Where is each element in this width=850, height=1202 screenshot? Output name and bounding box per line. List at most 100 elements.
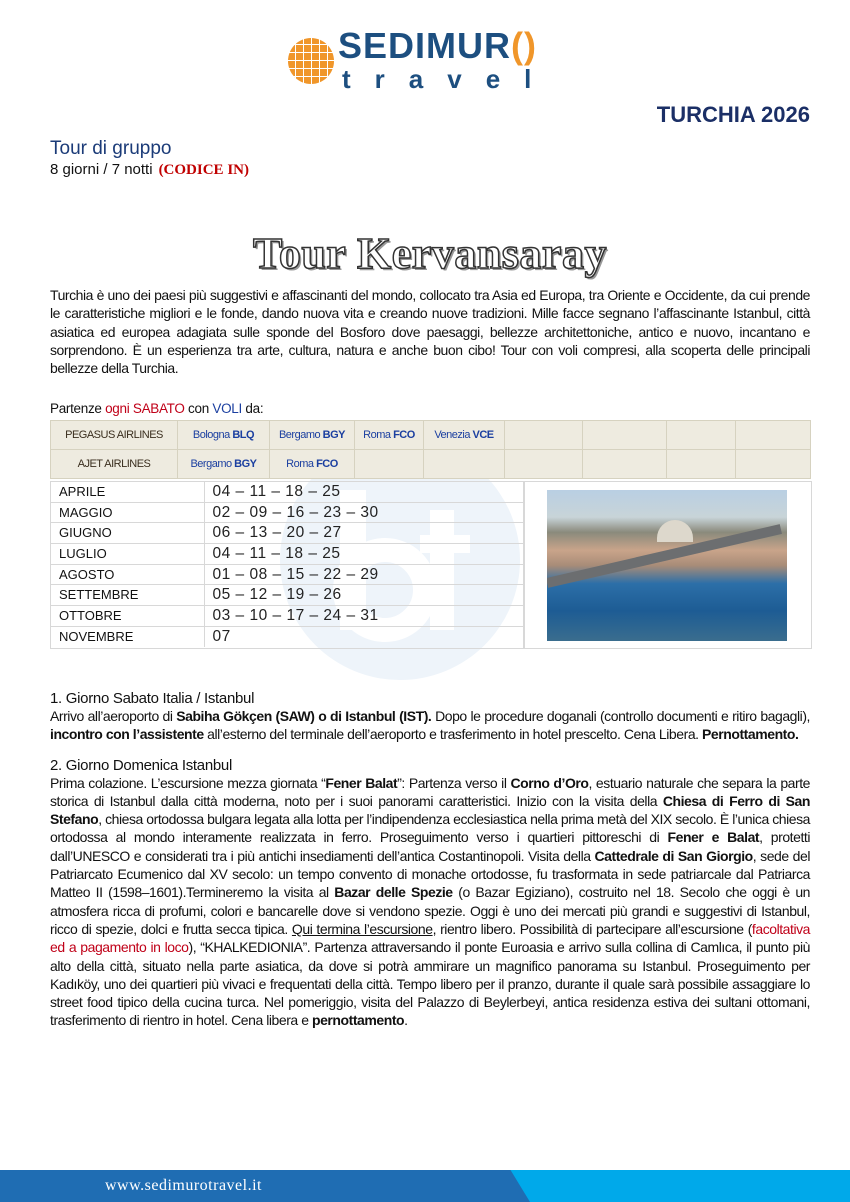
itinerary: 1. Giorno Sabato Italia / Istanbul Arriv…: [50, 690, 810, 1030]
day-description: Arrivo all’aeroporto di Sabiha Gökçen (S…: [50, 707, 810, 744]
airport-cell: Roma FCO: [269, 449, 355, 479]
airport-city: Roma: [286, 458, 317, 470]
airport-cell: Bologna BLQ: [177, 420, 270, 450]
text: , rientro libero. Possibilità di parteci…: [432, 920, 753, 937]
text: (o Bazar Egiziano), costruito nel 18. Se…: [50, 884, 810, 937]
text: , chiesa ortodossa bulgara legata alla l…: [50, 811, 810, 846]
month-name: AGOSTO: [51, 564, 204, 586]
day-1: 1. Giorno Sabato Italia / Istanbul Arriv…: [50, 690, 810, 744]
logo-name: SEDIMUR: [338, 25, 512, 66]
bold-text: Cattedrale di San Giorgio: [594, 847, 754, 864]
month-row: AGOSTO 01 – 08 – 15 – 22 – 29: [51, 564, 523, 586]
text: Dopo le procedure doganali (controllo do…: [431, 708, 810, 724]
month-name: GIUGNO: [51, 522, 204, 545]
text: , estuario naturale che separa la parte …: [50, 774, 810, 809]
empty-cell: [666, 449, 736, 479]
text: all’esterno del terminale dell’aeroporto…: [203, 726, 703, 743]
airport-city: Bologna: [192, 429, 233, 441]
airport-code: VCE: [472, 429, 495, 441]
empty-cell: [354, 449, 424, 479]
airport-code: BLQ: [232, 429, 255, 441]
mosque-shape: [657, 520, 693, 542]
month-dates: 03 – 10 – 17 – 24 – 31: [203, 605, 523, 627]
text: Prima colazione. L’escursione mezza gior…: [50, 774, 326, 791]
dep-text: Partenze: [50, 401, 106, 416]
duration: 8 giorni / 7 notti (CODICE IN): [50, 161, 249, 179]
airport-code: FCO: [393, 429, 415, 441]
month-row: SETTEMBRE 05 – 12 – 19 – 26: [51, 584, 523, 607]
airline-name: AJET AIRLINES: [50, 449, 178, 479]
dep-text: con: [184, 401, 213, 416]
bold-text: Pernottamento.: [702, 726, 799, 743]
airport-cell: Bergamo BGY: [269, 420, 355, 450]
underlined-text: Qui termina l’escursione: [291, 920, 433, 937]
country-year: TURCHIA 2026: [656, 102, 810, 127]
text: , sede del Patriarcato Ecumenico dal XV …: [50, 847, 810, 901]
empty-cell: [504, 449, 583, 479]
departure-dates-table: APRILE 04 – 11 – 18 – 25 MAGGIO 02 – 09 – 1…: [50, 481, 524, 649]
logo-accent: (): [511, 25, 537, 66]
airport-cell: Bergamo BGY: [177, 449, 270, 479]
bold-text: Chiesa di Ferro di San Stefano: [50, 792, 810, 828]
month-dates: 07: [203, 626, 523, 647]
airport-cell: Roma FCO: [354, 420, 424, 450]
month-row: LUGLIO 04 – 11 – 18 – 25: [51, 543, 523, 565]
month-row: OTTOBRE 03 – 10 – 17 – 24 – 31: [51, 605, 523, 627]
month-name: LUGLIO: [51, 543, 204, 565]
day-2: 2. Giorno Domenica Istanbul Prima colazi…: [50, 757, 810, 1030]
month-row: GIUGNO 06 – 13 – 20 – 27: [51, 522, 523, 545]
empty-cell: [666, 420, 736, 450]
bold-text: Bazar delle Spezie: [334, 884, 453, 901]
airport-code: BGY: [234, 458, 257, 470]
departures-heading: Partenze ogni SABATO con VOLI da:: [50, 400, 264, 417]
months-table: APRILE 04 – 11 – 18 – 25 MAGGIO 02 – 09 – 1…: [51, 482, 523, 647]
airport-code: BGY: [322, 429, 346, 441]
text: Arrivo all’aeroporto di: [50, 708, 177, 724]
month-name: MAGGIO: [51, 502, 204, 524]
empty-cell: [423, 449, 505, 479]
dep-day: ogni SABATO: [105, 401, 185, 416]
empty-cell: [582, 420, 667, 450]
tour-code: (CODICE IN): [158, 162, 249, 178]
logo-sub: travel: [342, 64, 556, 94]
photo-frame: [524, 481, 812, 649]
month-row: NOVEMBRE 07: [51, 626, 523, 647]
logo-name-wrap: SEDIMUR(): [338, 28, 537, 64]
airport-city: Bergamo: [190, 458, 235, 470]
page-title: Tour Kervansaray: [252, 228, 607, 279]
bold-text: Corno d’Oro: [510, 774, 589, 791]
footer-slant: [500, 1170, 530, 1202]
day-description: Prima colazione. L’escursione mezza gior…: [50, 774, 810, 1030]
bold-text: Sabiha Gökçen (SAW) o di Istanbul (IST).: [176, 708, 432, 724]
duration-text: 8 giorni / 7 notti: [50, 161, 153, 178]
airport-cell: Venezia VCE: [423, 420, 505, 450]
text: , protetti dall’UNESCO e considerati tra…: [50, 829, 810, 864]
airline-row: PEGASUS AIRLINES Bologna BLQ Bergamo BGY…: [50, 420, 811, 450]
intro-paragraph: Turchia è uno dei paesi più suggestivi e…: [50, 287, 810, 377]
bold-text: incontro con l’assistente: [50, 726, 204, 743]
text: ”: Partenza verso il: [397, 774, 511, 791]
footer-bar: www.sedimurotravel.it: [0, 1170, 850, 1202]
airline-row: AJET AIRLINES Bergamo BGY Roma FCO: [50, 449, 811, 479]
airport-city: Roma: [363, 429, 394, 441]
airport-city: Bergamo: [278, 429, 323, 441]
empty-cell: [735, 420, 811, 450]
day-title: 2. Giorno Domenica Istanbul: [50, 756, 233, 774]
month-row: MAGGIO 02 – 09 – 16 – 23 – 30: [51, 502, 523, 524]
tour-type: Tour di gruppo: [50, 138, 172, 159]
month-dates: 01 – 08 – 15 – 22 – 29: [203, 564, 523, 586]
empty-cell: [735, 449, 811, 479]
month-name: SETTEMBRE: [51, 584, 204, 607]
optional-note: facoltativa ed a pagamento in loco: [50, 920, 811, 956]
month-name: OTTOBRE: [51, 605, 204, 627]
dep-text: da:: [241, 401, 264, 416]
istanbul-photo: [547, 490, 787, 641]
month-name: NOVEMBRE: [59, 628, 134, 644]
bold-text: pernottamento: [311, 1012, 405, 1029]
website-link[interactable]: www.sedimurotravel.it: [105, 1177, 262, 1194]
empty-cell: [582, 449, 667, 479]
airport-code: FCO: [316, 458, 338, 470]
month-dates: 06 – 13 – 20 – 27: [203, 522, 523, 545]
month-dates: 05 – 12 – 19 – 26: [203, 584, 523, 607]
airline-name: PEGASUS AIRLINES: [50, 420, 178, 450]
